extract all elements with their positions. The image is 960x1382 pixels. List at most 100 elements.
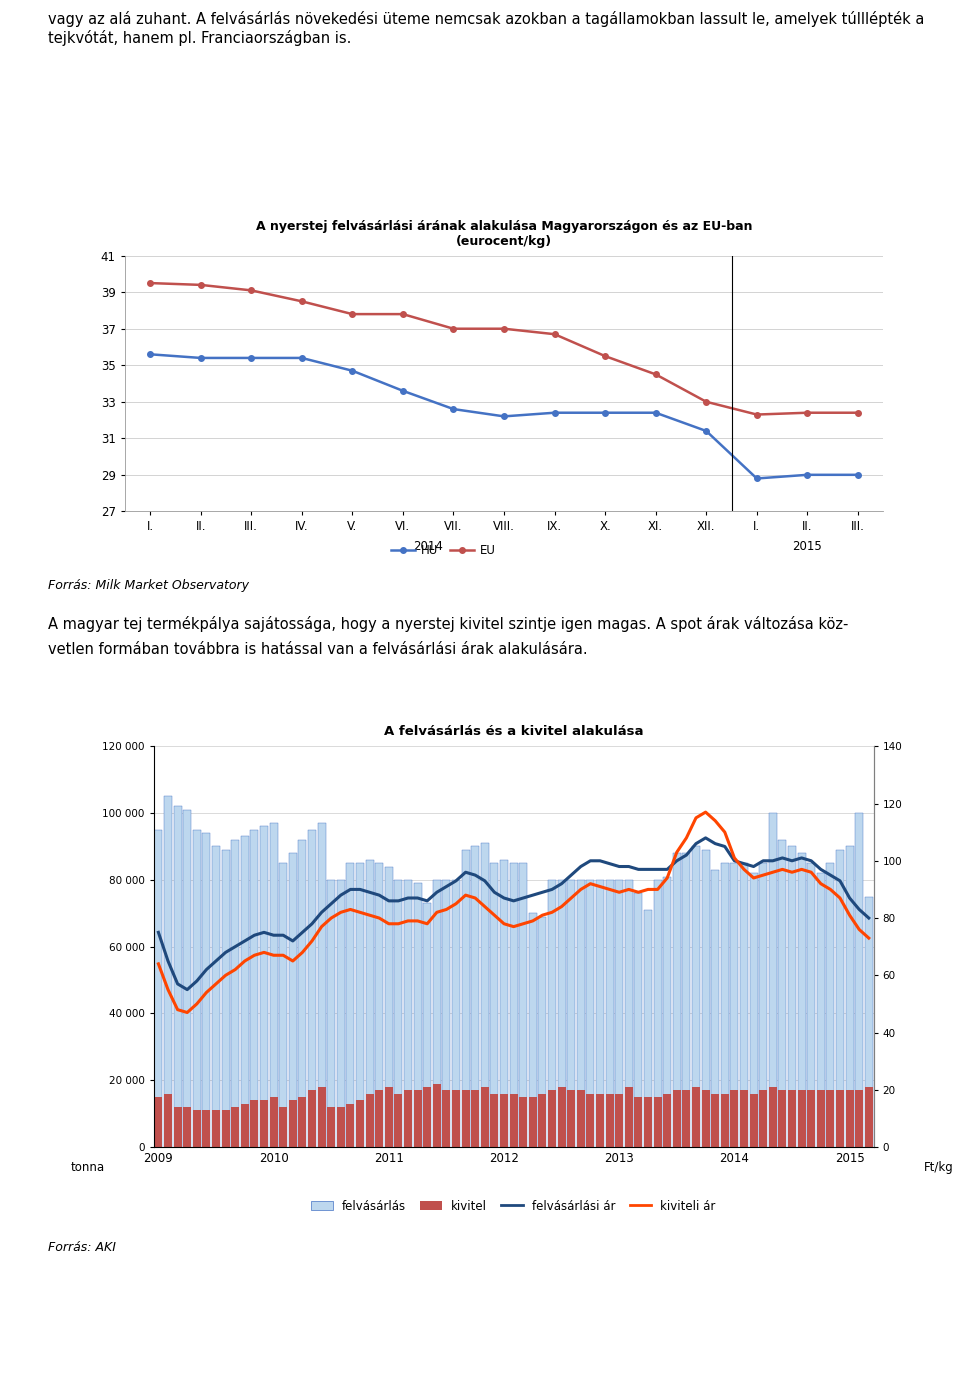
- Bar: [164, 796, 172, 1147]
- Text: vetlen formában továbbra is hatással van a felvásárlási árak alakulására.: vetlen formában továbbra is hatással van…: [48, 641, 588, 656]
- Bar: [462, 850, 469, 1147]
- Bar: [279, 864, 287, 1147]
- EU: [549, 326, 561, 343]
- Bar: [817, 873, 825, 1147]
- Bar: [798, 1090, 805, 1147]
- Bar: [567, 1090, 575, 1147]
- HU: [397, 383, 409, 399]
- Bar: [212, 1110, 220, 1147]
- Bar: [846, 846, 853, 1147]
- Bar: [510, 864, 517, 1147]
- Bar: [539, 916, 546, 1147]
- Bar: [231, 1107, 239, 1147]
- EU: [397, 305, 409, 322]
- Bar: [615, 1093, 623, 1147]
- Bar: [711, 1093, 719, 1147]
- Bar: [212, 846, 220, 1147]
- HU: [498, 408, 510, 424]
- Bar: [385, 867, 393, 1147]
- Bar: [251, 1100, 258, 1147]
- Text: Forrás: AKI: Forrás: AKI: [48, 1241, 116, 1253]
- Bar: [260, 1100, 268, 1147]
- EU: [498, 321, 510, 337]
- Bar: [827, 864, 834, 1147]
- Bar: [731, 1090, 738, 1147]
- Bar: [270, 824, 277, 1147]
- Bar: [836, 850, 844, 1147]
- Bar: [673, 1090, 681, 1147]
- Bar: [779, 1090, 786, 1147]
- Text: vagy az alá zuhant. A felvásárlás növekedési üteme nemcsak azokban a tagállamokb: vagy az alá zuhant. A felvásárlás növeke…: [48, 11, 924, 46]
- Bar: [788, 1090, 796, 1147]
- Bar: [395, 880, 402, 1147]
- Bar: [529, 914, 537, 1147]
- Bar: [644, 1097, 652, 1147]
- Bar: [759, 864, 767, 1147]
- Bar: [193, 829, 201, 1147]
- Bar: [673, 853, 681, 1147]
- Bar: [759, 1090, 767, 1147]
- HU: [852, 467, 864, 484]
- Bar: [654, 880, 661, 1147]
- Bar: [510, 1093, 517, 1147]
- Bar: [721, 1093, 729, 1147]
- Bar: [779, 840, 786, 1147]
- Bar: [299, 840, 306, 1147]
- Bar: [155, 1097, 162, 1147]
- EU: [751, 406, 762, 423]
- Bar: [183, 1107, 191, 1147]
- EU: [599, 348, 611, 365]
- Bar: [721, 864, 729, 1147]
- Bar: [289, 1100, 297, 1147]
- Bar: [625, 1086, 633, 1147]
- Title: A nyerstej felvásárlási árának alakulása Magyarországon és az EU-ban
(eurocent/k: A nyerstej felvásárlási árának alakulása…: [255, 220, 753, 247]
- Bar: [471, 1090, 479, 1147]
- Text: Forrás: Milk Market Observatory: Forrás: Milk Market Observatory: [48, 579, 249, 591]
- Bar: [183, 810, 191, 1147]
- Bar: [260, 826, 268, 1147]
- Bar: [423, 1086, 431, 1147]
- Bar: [625, 880, 633, 1147]
- Bar: [308, 829, 316, 1147]
- EU: [802, 405, 813, 422]
- Bar: [798, 853, 805, 1147]
- Bar: [452, 1090, 460, 1147]
- Bar: [769, 813, 777, 1147]
- Bar: [529, 1097, 537, 1147]
- Bar: [769, 1086, 777, 1147]
- Text: Ft/kg: Ft/kg: [924, 1161, 953, 1175]
- Bar: [539, 1093, 546, 1147]
- EU: [701, 394, 712, 410]
- HU: [751, 470, 762, 486]
- HU: [650, 405, 661, 422]
- Legend: felvásárlás, kivitel, felvásárlási ár, kiviteli ár: felvásárlás, kivitel, felvásárlási ár, k…: [307, 1195, 720, 1218]
- Bar: [366, 1093, 373, 1147]
- EU: [447, 321, 459, 337]
- Bar: [596, 1093, 604, 1147]
- Bar: [606, 1093, 613, 1147]
- Bar: [807, 1090, 815, 1147]
- Bar: [347, 1104, 354, 1147]
- Bar: [164, 1093, 172, 1147]
- Bar: [836, 1090, 844, 1147]
- Bar: [433, 1083, 441, 1147]
- HU: [296, 350, 307, 366]
- Bar: [471, 846, 479, 1147]
- Bar: [846, 1090, 853, 1147]
- Bar: [404, 1090, 412, 1147]
- Bar: [308, 1090, 316, 1147]
- Bar: [423, 904, 431, 1147]
- Bar: [683, 853, 690, 1147]
- Legend: HU, EU: HU, EU: [387, 539, 500, 561]
- Text: A magyar tej termékpálya sajátossága, hogy a nyerstej kivitel szintje igen magas: A magyar tej termékpálya sajátossága, ho…: [48, 616, 849, 632]
- HU: [195, 350, 206, 366]
- Bar: [404, 880, 412, 1147]
- Line: HU: HU: [147, 351, 861, 481]
- Bar: [519, 864, 527, 1147]
- Bar: [788, 846, 796, 1147]
- Bar: [481, 1086, 489, 1147]
- Bar: [692, 846, 700, 1147]
- Bar: [817, 1090, 825, 1147]
- Bar: [587, 880, 594, 1147]
- Text: 2014: 2014: [413, 540, 444, 553]
